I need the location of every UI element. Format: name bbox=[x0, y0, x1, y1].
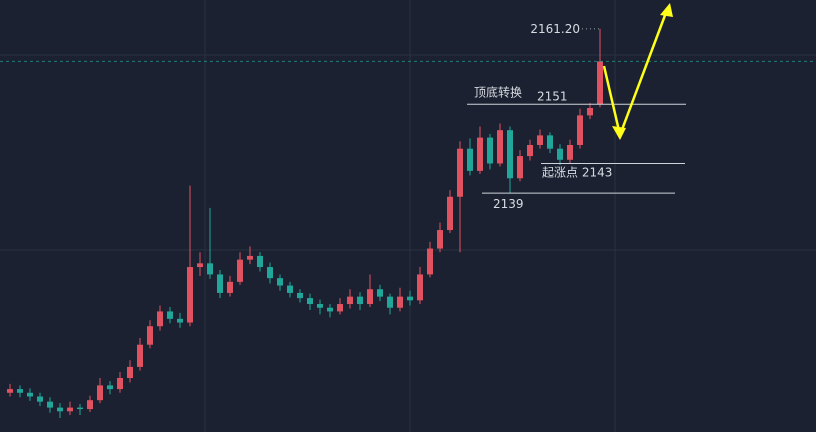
candle-body bbox=[457, 148, 463, 197]
candle-body bbox=[207, 263, 213, 275]
candle-body bbox=[297, 292, 303, 299]
candle-body bbox=[447, 196, 453, 231]
candle-body bbox=[407, 296, 413, 301]
level-label: 起涨点 2143 bbox=[542, 164, 612, 179]
arrow-head bbox=[612, 126, 626, 140]
candle-body bbox=[327, 307, 333, 312]
candle-body bbox=[107, 385, 113, 390]
candle-body bbox=[257, 255, 263, 268]
candle-body bbox=[307, 298, 313, 305]
candle-body bbox=[477, 137, 483, 171]
candle-body bbox=[247, 255, 253, 260]
candle-body bbox=[427, 248, 433, 275]
high-label: 2161.20 bbox=[530, 22, 580, 36]
candle-body bbox=[317, 304, 323, 308]
candle-body bbox=[57, 407, 63, 412]
candle-body bbox=[77, 407, 83, 410]
candle-body bbox=[527, 144, 533, 157]
candle-body bbox=[67, 407, 73, 412]
candle-body bbox=[497, 130, 503, 164]
arrows bbox=[602, 3, 673, 140]
candle-body bbox=[217, 274, 223, 293]
candle-body bbox=[347, 296, 353, 305]
candle-body bbox=[467, 148, 473, 171]
candle-body bbox=[507, 130, 513, 179]
candle-body bbox=[157, 311, 163, 327]
candle-body bbox=[87, 400, 93, 410]
level-note: 顶底转换 bbox=[474, 84, 522, 99]
candle-body bbox=[487, 137, 493, 164]
candle-body bbox=[437, 230, 443, 249]
candle-body bbox=[7, 389, 13, 393]
arrow-path bbox=[602, 9, 669, 140]
candle-body bbox=[577, 115, 583, 145]
candle-body bbox=[117, 378, 123, 390]
candle-body bbox=[287, 285, 293, 293]
candle-body bbox=[597, 61, 603, 105]
candle-body bbox=[357, 296, 363, 305]
candle-body bbox=[137, 344, 143, 367]
candle-body bbox=[237, 259, 243, 282]
candle-body bbox=[177, 318, 183, 323]
candle-body bbox=[387, 296, 393, 308]
candle-body bbox=[127, 366, 133, 378]
candle-body bbox=[27, 392, 33, 397]
candle-body bbox=[367, 289, 373, 305]
candle-body bbox=[167, 311, 173, 319]
candle-body bbox=[567, 144, 573, 160]
candle-body bbox=[147, 326, 153, 345]
candle-body bbox=[377, 289, 383, 297]
candle-body bbox=[277, 278, 283, 286]
candle-body bbox=[97, 385, 103, 401]
candle-body bbox=[187, 267, 193, 323]
candle-body bbox=[47, 401, 53, 408]
candle-body bbox=[537, 135, 543, 145]
candle-body bbox=[17, 389, 23, 393]
candle-body bbox=[417, 274, 423, 301]
candle-body bbox=[557, 148, 563, 160]
candle-body bbox=[337, 304, 343, 312]
candle-body bbox=[397, 296, 403, 308]
candle-body bbox=[547, 135, 553, 149]
plot: 2161.20 顶底转换 2151 起涨点 2143 2139 bbox=[0, 22, 816, 418]
candle-body bbox=[37, 396, 43, 402]
candle-body bbox=[227, 281, 233, 293]
candle-body bbox=[197, 263, 203, 268]
candle-body bbox=[517, 156, 523, 179]
candle-body bbox=[267, 267, 273, 279]
candle-body bbox=[587, 108, 593, 116]
level-label: 2151 bbox=[537, 89, 568, 103]
level-label: 2139 bbox=[493, 197, 524, 211]
arrow-head bbox=[660, 3, 673, 17]
